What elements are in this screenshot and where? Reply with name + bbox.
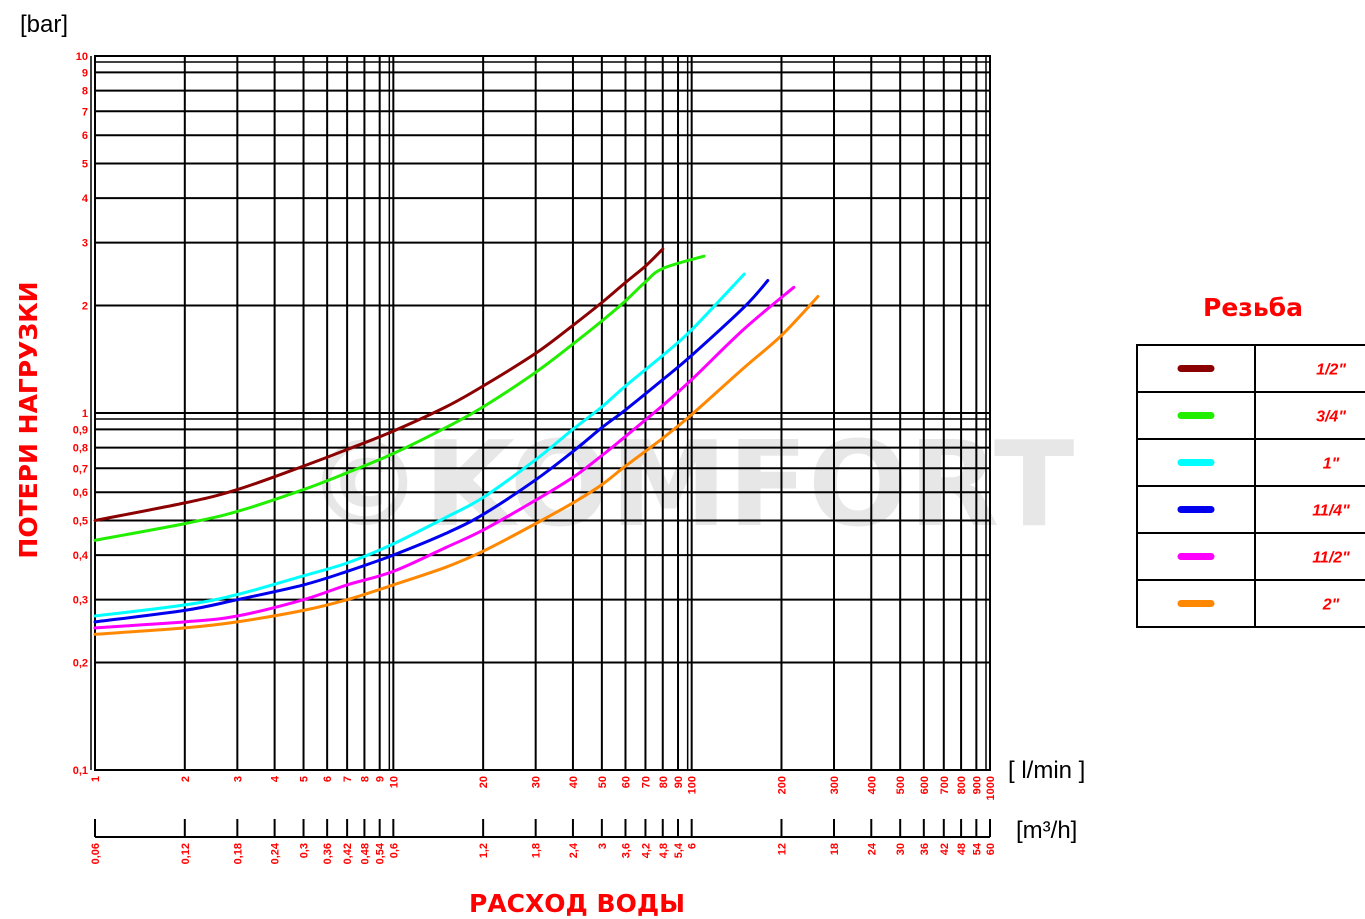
legend-label-cell [1255, 345, 1365, 392]
m3h-tick-label: 42 [939, 843, 951, 855]
x-tick-label: 4 [270, 775, 282, 782]
m3h-tick-label: 54 [971, 842, 983, 855]
m3h-tick-label: 60 [985, 843, 997, 855]
x-tick-label: 400 [866, 776, 878, 794]
y-tick-label: 0,9 [73, 424, 88, 436]
m3h-tick-label: 3 [597, 843, 609, 849]
legend-label: 2" [1322, 597, 1340, 614]
x-tick-label: 8 [359, 776, 371, 782]
m3h-tick-label: 0,54 [375, 842, 387, 864]
legend-label: 1/2" [1316, 362, 1346, 379]
x-tick-label: 1 [90, 776, 102, 782]
m3h-axis: 0,06 0,12 0,18 0,24 0,3 0,36 0,42 0,48 0,54 0,6 1,… [90, 819, 997, 864]
legend-label-cell [1255, 580, 1365, 627]
x-tick-label: 1000 [985, 776, 997, 800]
x-tick-label: 20 [478, 776, 490, 788]
y-tick-label: 0,7 [73, 463, 88, 475]
y-tick-label: 8 [82, 86, 88, 98]
m3h-tick-label: 0,48 [359, 843, 371, 864]
m3h-tick-label: 3,6 [620, 843, 632, 858]
legend-label: 3/4" [1316, 409, 1346, 426]
x-tick-label: 2 [180, 776, 192, 782]
x-tick-label: 40 [568, 776, 580, 788]
x-tick-label: 90 [673, 776, 685, 788]
y-axis-title: ПОТЕРИ НАГРУЗКИ [14, 281, 43, 558]
y-tick-label: 0,1 [73, 765, 88, 777]
m3h-tick-label: 0,18 [232, 843, 244, 864]
m3h-tick-label: 0,06 [90, 843, 102, 864]
m3h-tick-label: 18 [829, 843, 841, 855]
x2-unit-label: [m³/h] [1016, 817, 1077, 844]
m3h-tick-label: 12 [776, 843, 788, 855]
x-tick-label: 30 [531, 776, 543, 788]
y-tick-label: 0,3 [73, 595, 88, 607]
x-tick-label: 800 [956, 776, 968, 794]
m3h-tick-label: 30 [895, 843, 907, 855]
grid [91, 56, 990, 770]
y-tick-label: 3 [82, 238, 88, 250]
x-unit-label: [ l/min ] [1008, 757, 1085, 784]
y-tick-label: 1 [82, 408, 88, 420]
m3h-tick-label: 2,4 [568, 842, 580, 858]
x-tick-label: 100 [687, 776, 699, 794]
x-tick-label: 60 [620, 776, 632, 788]
x-tick-label: 6 [322, 776, 334, 782]
y-tick-label: 2 [82, 301, 88, 313]
y-tick-label: 0,8 [73, 443, 88, 455]
y-tick-label: 0,5 [73, 515, 88, 527]
y-tick-label: 0,2 [73, 658, 88, 670]
x-tick-label: 9 [375, 776, 387, 782]
legend-label-cell [1255, 439, 1365, 486]
x-tick-label: 10 [388, 776, 400, 788]
x-tick-label: 900 [971, 776, 983, 794]
m3h-tick-label: 4,8 [658, 843, 670, 858]
x-tick-label: 5 [299, 776, 311, 782]
m3h-tick-label: 6 [687, 843, 699, 849]
x-tick-label: 7 [342, 776, 354, 782]
x-tick-label: 70 [640, 776, 652, 788]
y-tick-label: 9 [82, 67, 88, 79]
legend-label: 11/2" [1312, 550, 1350, 567]
x-tick-label: 600 [919, 776, 931, 794]
y-tick-label: 6 [82, 130, 88, 142]
legend-label: 11/4" [1312, 503, 1350, 520]
x-tick-label: 500 [895, 776, 907, 794]
watermark: ©KOMFORT [306, 415, 1075, 553]
m3h-tick-label: 36 [919, 843, 931, 855]
m3h-tick-label: 5,4 [673, 842, 685, 858]
m3h-tick-label: 0,12 [180, 843, 192, 864]
x-tick-label: 3 [232, 776, 244, 782]
legend: 1/2" 3/4" 1" 11/4" 11/2" 2" [1137, 345, 1365, 627]
m3h-tick-label: 24 [866, 842, 878, 855]
y-tick-label: 0,6 [73, 487, 88, 499]
y-tick-label: 5 [82, 158, 88, 170]
x-tick-label: 200 [776, 776, 788, 794]
x-tick-label: 50 [597, 776, 609, 788]
m3h-tick-label: 0,24 [270, 842, 282, 864]
legend-label: 1" [1323, 456, 1340, 473]
m3h-tick-label: 0,3 [299, 843, 311, 858]
y-unit-label: [bar] [20, 11, 68, 38]
x-axis-title: РАСХОД ВОДЫ [469, 889, 685, 918]
x-tick-labels: 1 2 3 4 5 6 7 8 9 10 20 30 40 50 60 70 80 90 100 200 300 400 5… [90, 775, 997, 800]
y-tick-label: 7 [82, 106, 88, 118]
m3h-tick-label: 0,42 [342, 843, 354, 864]
y-tick-labels: 10 9 8 7 6 5 4 3 2 1 0,9 0,8 0,7 0,6 0,5 0,4 0,3 0,2 0,1 [73, 51, 89, 777]
x-tick-label: 80 [658, 776, 670, 788]
legend-label-cell [1255, 392, 1365, 439]
m3h-tick-label: 0,6 [388, 843, 400, 858]
y-tick-label: 4 [82, 193, 89, 205]
m3h-tick-label: 48 [956, 843, 968, 855]
y-tick-label: 0,4 [73, 550, 89, 562]
x-tick-label: 300 [829, 776, 841, 794]
m3h-tick-label: 1,8 [531, 843, 543, 858]
x-tick-label: 700 [939, 776, 951, 794]
y-tick-label: 10 [76, 51, 88, 63]
m3h-tick-label: 4,2 [640, 843, 652, 858]
legend-title: Резьба [1203, 293, 1303, 322]
m3h-tick-label: 1,2 [478, 843, 490, 858]
m3h-tick-label: 0,36 [322, 843, 334, 864]
